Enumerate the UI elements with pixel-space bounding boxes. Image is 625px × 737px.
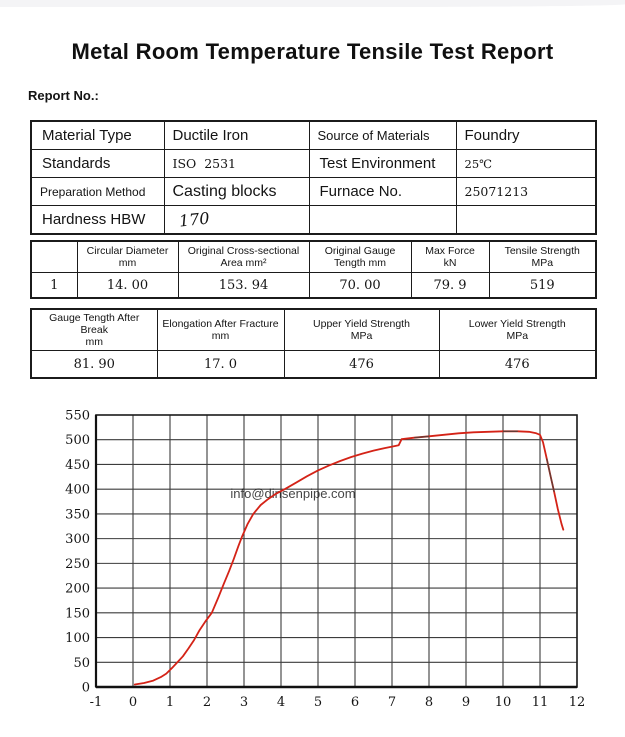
x-tick-label: 10 bbox=[495, 695, 512, 710]
stress-strain-curve bbox=[133, 430, 565, 686]
x-tick-label: 11 bbox=[532, 695, 549, 710]
x-tick-label: 7 bbox=[388, 695, 396, 710]
report-number-label: Report No.: bbox=[28, 88, 99, 103]
y-tick-label: 500 bbox=[65, 433, 90, 448]
page-title: Metal Room Temperature Tensile Test Repo… bbox=[71, 39, 554, 64]
y-tick-label: 100 bbox=[65, 631, 90, 646]
info-cell: Material Type bbox=[30, 120, 165, 150]
yield-results-table: Gauge Tength After Break mm Elongation Aft… bbox=[30, 308, 597, 380]
info-cell: 170 bbox=[163, 205, 310, 235]
x-tick-label: 4 bbox=[277, 695, 285, 710]
info-cell: Hardness HBW bbox=[30, 205, 165, 235]
y-tick-label: 0 bbox=[82, 681, 90, 696]
info-cell: Source of Materials bbox=[308, 120, 457, 150]
x-tick-label: 9 bbox=[462, 695, 470, 710]
info-cell: 25071213 bbox=[455, 177, 597, 206]
info-cell: Foundry bbox=[455, 120, 597, 150]
info-cell: Casting blocks bbox=[163, 177, 310, 206]
x-tick-label: -1 bbox=[90, 695, 103, 710]
value-cell: 476 bbox=[438, 350, 597, 379]
info-cell: Ductile Iron bbox=[163, 120, 310, 150]
info-cell: Preparation Method bbox=[30, 177, 165, 206]
x-tick-label: 0 bbox=[129, 695, 137, 710]
info-cell: Furnace No. bbox=[308, 177, 457, 206]
column-header: Circular Diameter mm bbox=[76, 240, 179, 273]
info-cell: Standards bbox=[30, 149, 165, 178]
tensile-results-table: Circular Diameter mm Original Cross-sectio… bbox=[30, 240, 597, 299]
y-tick-label: 450 bbox=[65, 458, 90, 473]
table-header-row: Circular Diameter mm Original Cross-sectio… bbox=[30, 240, 597, 273]
info-cell bbox=[455, 205, 597, 235]
column-header: Elongation After Fracture mm bbox=[156, 308, 285, 352]
y-tick-label: 200 bbox=[65, 582, 90, 597]
info-cell: ISO 2531 bbox=[163, 149, 310, 178]
table-row: Standards ISO 2531 Test Environment 25℃ bbox=[30, 149, 597, 178]
y-tick-label: 150 bbox=[65, 606, 90, 621]
info-cell bbox=[308, 205, 457, 235]
x-tick-label: 2 bbox=[203, 695, 211, 710]
general-info-table: Material Type Ductile Iron Source of Mater… bbox=[30, 120, 597, 235]
table-row: Preparation Method Casting blocks Furnace … bbox=[30, 177, 597, 206]
value-cell: 153. 94 bbox=[177, 272, 310, 299]
value-cell: 79. 9 bbox=[410, 272, 490, 299]
x-tick-label: 1 bbox=[166, 695, 174, 710]
column-header: Upper Yield Strength MPa bbox=[283, 308, 440, 352]
y-tick-label: 50 bbox=[73, 656, 90, 671]
value-cell: 519 bbox=[488, 272, 597, 299]
value-cell: 81. 90 bbox=[30, 350, 158, 379]
y-tick-label: 400 bbox=[65, 483, 90, 498]
stress-strain-chart-svg: -1 0 1 2 3 4 5 6 7 8 9 10 11 120501001502002503003504… bbox=[65, 409, 586, 711]
watermark-text: info@dinsenpipe.com bbox=[230, 486, 355, 501]
x-tick-label: 12 bbox=[569, 695, 586, 710]
x-tick-label: 3 bbox=[240, 695, 248, 710]
plot-border bbox=[95, 414, 578, 688]
page-top-shade bbox=[0, 0, 625, 7]
table-row: 1 14. 00 153. 94 70. 00 79. 9 519 bbox=[30, 272, 597, 299]
general-info-table-body: Material Type Ductile Iron Source of Mater… bbox=[30, 120, 597, 235]
stress-strain-chart: -1 0 1 2 3 4 5 6 7 8 9 10 11 12 0 50 100 150 200 250 300 350 4… bbox=[40, 400, 600, 730]
x-tick-label: 5 bbox=[314, 695, 322, 710]
value-cell: 70. 00 bbox=[308, 272, 412, 299]
column-header: Tensile Strength MPa bbox=[488, 240, 597, 273]
tensile-results-table-body: Circular Diameter mm Original Cross-sectio… bbox=[30, 240, 597, 299]
table-row: 81. 90 17. 0 476 476 bbox=[30, 350, 597, 379]
y-tick-label: 350 bbox=[65, 507, 90, 522]
x-tick-label: 6 bbox=[351, 695, 359, 710]
column-header: Max Force kN bbox=[410, 240, 490, 273]
x-tick-label: 8 bbox=[425, 695, 433, 710]
info-cell: 25℃ bbox=[455, 149, 597, 178]
curve-dark-ink-segment bbox=[414, 435, 430, 439]
column-header: Original Gauge Tength mm bbox=[308, 240, 412, 273]
y-tick-label: 300 bbox=[65, 532, 90, 547]
y-tick-label: 550 bbox=[65, 409, 90, 424]
y-tick-label: 250 bbox=[65, 557, 90, 572]
value-cell: 14. 00 bbox=[76, 272, 179, 299]
table-row: Material Type Ductile Iron Source of Mater… bbox=[30, 120, 597, 150]
column-header: Lower Yield Strength MPa bbox=[438, 308, 597, 352]
value-cell: 476 bbox=[283, 350, 440, 379]
info-cell: Test Environment bbox=[308, 149, 457, 178]
value-cell: 17. 0 bbox=[156, 350, 285, 379]
value-cell: 1 bbox=[30, 272, 78, 299]
yield-results-table-body: Gauge Tength After Break mm Elongation Aft… bbox=[30, 308, 597, 379]
table-header-row: Gauge Tength After Break mm Elongation Aft… bbox=[30, 308, 597, 352]
column-header: Gauge Tength After Break mm bbox=[30, 308, 158, 352]
curve-dark-ink-segment bbox=[546, 458, 555, 492]
column-header bbox=[30, 240, 78, 273]
table-row: Hardness HBW 170 bbox=[30, 205, 597, 235]
column-header: Original Cross-sectional Area mm² bbox=[177, 240, 310, 273]
